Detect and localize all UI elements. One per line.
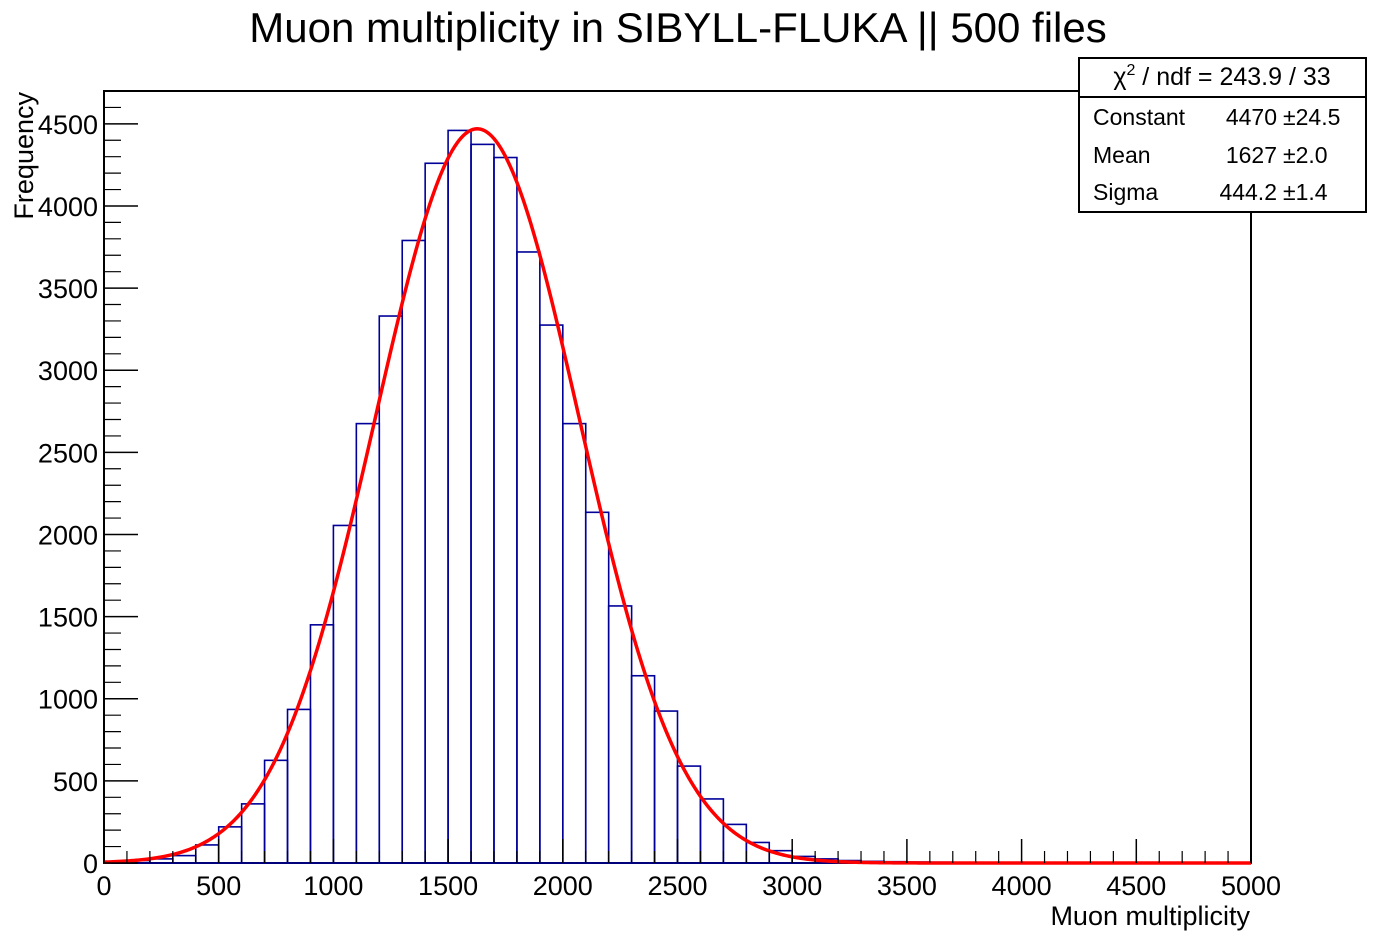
histogram-bin <box>607 605 633 864</box>
histogram-bin <box>194 844 220 864</box>
stats-chi2-ndf: χ2 / ndf = 243.9 / 33 <box>1113 62 1330 91</box>
histogram-bin <box>378 315 404 864</box>
y-axis-title: Frequency <box>9 92 39 220</box>
histogram-bin <box>172 854 197 864</box>
histogram-bin <box>561 422 587 864</box>
stats-rows: Constant 4470 ±24.5 Mean 1627 ±2.0 Sigma 444.2 ±… <box>1093 104 1340 205</box>
chart-title: Muon multiplicity in SIBYLL-FLUKA || 500… <box>249 4 1107 51</box>
y-tick-label: 1500 <box>38 603 98 633</box>
x-axis: 0 500 1000 1500 2000 2500 3000 3500 4000 4500 5000 <box>96 839 1281 901</box>
x-tick-label: 1000 <box>303 871 363 901</box>
stats-row-value: 1627 <box>1226 142 1277 168</box>
stats-chi-ndf-text: / ndf = 243.9 / 33 <box>1135 63 1330 91</box>
histogram-bin <box>584 511 610 864</box>
y-tick-label: 500 <box>53 767 98 797</box>
x-tick-label: 500 <box>196 871 241 901</box>
histogram-bars <box>103 129 1252 864</box>
stats-row-error: ±2.0 <box>1283 142 1328 168</box>
histogram-bin <box>240 803 266 864</box>
x-tick-label: 1500 <box>418 871 478 901</box>
x-tick-label: 5000 <box>1221 871 1281 901</box>
x-tick-label: 0 <box>96 871 111 901</box>
histogram-bin <box>424 162 449 864</box>
stats-box-border <box>1078 57 1367 213</box>
stats-row-error: ±1.4 <box>1283 179 1328 205</box>
y-tick-label: 3000 <box>38 356 98 386</box>
stats-row-error: ±24.5 <box>1283 104 1340 130</box>
histogram-bin <box>630 674 656 864</box>
histogram-bin <box>401 239 426 864</box>
stats-row-label: Sigma <box>1093 179 1158 205</box>
stats-row-label: Constant <box>1093 104 1186 130</box>
histogram-bin <box>539 324 564 864</box>
stats-chi-symbol: χ <box>1113 63 1126 91</box>
histogram-bin <box>516 251 541 864</box>
x-tick-label: 2500 <box>647 871 707 901</box>
histogram-bin <box>470 143 495 864</box>
histogram-bin <box>447 129 472 864</box>
fit-curve <box>103 127 1251 865</box>
x-tick-label: 3000 <box>762 871 822 901</box>
stats-row-value: 444.2 <box>1219 179 1277 205</box>
y-tick-label: 2000 <box>38 520 98 550</box>
fit-curve-layer <box>103 127 1251 865</box>
histogram-bin <box>286 708 312 864</box>
stats-chi-superscript: 2 <box>1126 62 1135 79</box>
stats-row-value: 4470 <box>1226 104 1277 130</box>
y-axis: 0 500 1000 1500 2000 2500 3000 3500 4000 4500 <box>38 90 138 879</box>
x-tick-label: 3500 <box>877 871 937 901</box>
histogram-bin <box>722 823 748 864</box>
x-tick-label: 4500 <box>1106 871 1166 901</box>
x-axis-title: Muon multiplicity <box>1050 901 1250 931</box>
y-tick-label: 4500 <box>38 110 98 140</box>
y-tick-label: 4000 <box>38 192 98 222</box>
x-tick-label: 2000 <box>533 871 593 901</box>
y-tick-label: 0 <box>83 849 98 879</box>
y-tick-label: 3500 <box>38 274 98 304</box>
stats-box: χ2 / ndf = 243.9 / 33 Constant 4470 ±24.5 M… <box>1078 57 1367 213</box>
y-tick-label: 1000 <box>38 685 98 715</box>
y-tick-label: 2500 <box>38 438 98 468</box>
stats-row-label: Mean <box>1093 142 1151 168</box>
x-tick-label: 4000 <box>992 871 1052 901</box>
histogram-bin <box>493 156 518 864</box>
